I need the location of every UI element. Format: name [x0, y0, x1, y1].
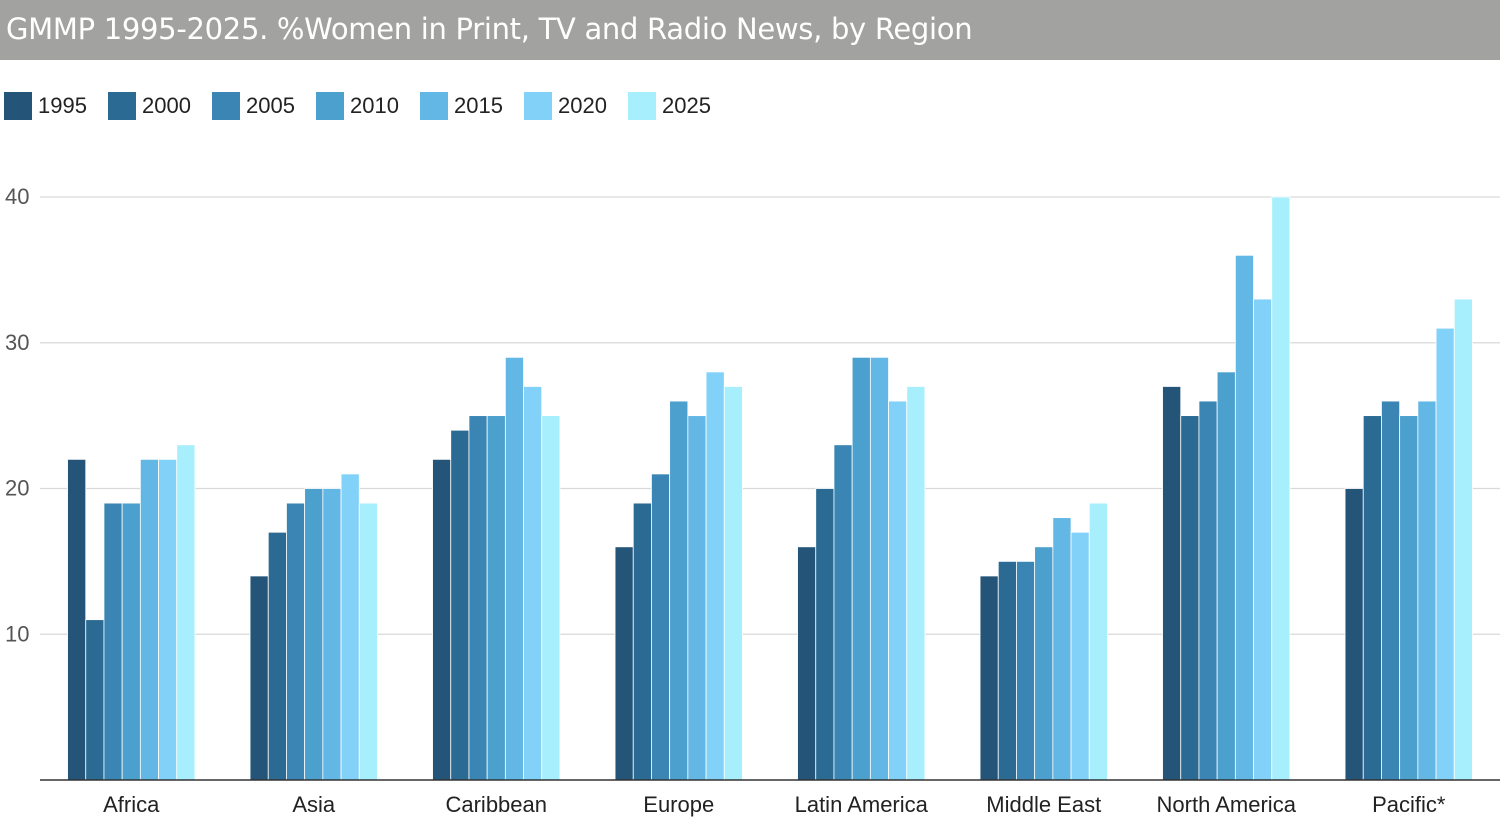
legend-swatch-1995: [4, 92, 32, 120]
x-tick-label: Caribbean: [445, 792, 547, 817]
bar-2015: [869, 356, 889, 781]
bar-2000: [1180, 415, 1200, 781]
legend-item-2025: 2025: [628, 92, 732, 120]
bar-2010: [486, 415, 506, 781]
legend-label-2015: 2015: [454, 93, 503, 118]
legend-label-2010: 2010: [350, 93, 399, 118]
bar-2020: [888, 400, 908, 781]
bar-2010: [669, 400, 689, 781]
bar-2000: [267, 531, 287, 781]
y-tick-label: 10: [5, 621, 29, 646]
bar-2025: [541, 415, 561, 781]
bar-2020: [158, 458, 178, 781]
bar-2015: [504, 356, 524, 781]
bar-2025: [1453, 298, 1473, 781]
legend-label-2000: 2000: [142, 93, 191, 118]
chart-title: GMMP 1995-2025. %Women in Print, TV and …: [6, 12, 973, 46]
x-tick-label: Middle East: [986, 792, 1101, 817]
bar-2005: [1381, 400, 1401, 781]
bar-2020: [1070, 531, 1090, 781]
x-tick-label: Pacific*: [1372, 792, 1446, 817]
bar-2020: [1253, 298, 1273, 781]
bar-1995: [249, 575, 269, 781]
bar-2025: [1088, 502, 1108, 781]
bar-2005: [1016, 560, 1036, 781]
bar-2015: [1417, 400, 1437, 781]
bar-2010: [304, 488, 324, 781]
bar-2000: [632, 502, 652, 781]
bar-1995: [1344, 488, 1364, 781]
bar-2005: [833, 444, 853, 781]
bar-2000: [1362, 415, 1382, 781]
legend-swatch-2000: [108, 92, 136, 120]
legend-label-1995: 1995: [38, 93, 87, 118]
x-tick-label: Europe: [643, 792, 714, 817]
legend-item-1995: 1995: [4, 92, 108, 120]
x-tick-label: North America: [1157, 792, 1297, 817]
bar-2000: [997, 560, 1017, 781]
bar-2015: [322, 488, 342, 781]
legend-label-2020: 2020: [558, 93, 607, 118]
legend-swatch-2010: [316, 92, 344, 120]
bar-2025: [906, 386, 926, 781]
x-tick-label: Latin America: [795, 792, 929, 817]
bar-2020: [705, 371, 725, 781]
bar-2025: [1271, 196, 1291, 781]
bar-2015: [1052, 517, 1072, 781]
legend-item-2000: 2000: [108, 92, 212, 120]
bar-2020: [523, 386, 543, 781]
bar-2010: [121, 502, 141, 781]
legend-swatch-2025: [628, 92, 656, 120]
bar-2010: [851, 356, 871, 781]
y-tick-label: 30: [5, 330, 29, 355]
bar-2025: [723, 386, 743, 781]
bar-2020: [1435, 327, 1455, 781]
bar-2015: [687, 415, 707, 781]
legend-item-2010: 2010: [316, 92, 420, 120]
bar-2000: [815, 488, 835, 781]
bar-1995: [67, 458, 87, 781]
legend-item-2005: 2005: [212, 92, 316, 120]
bar-2000: [85, 619, 105, 781]
bar-2015: [1234, 254, 1254, 781]
legend-item-2020: 2020: [524, 92, 628, 120]
bar-1995: [614, 546, 634, 781]
y-tick-label: 40: [5, 184, 29, 209]
legend: 1995 2000 2005 2010 2015 2020 2025: [4, 90, 732, 122]
bar-2005: [286, 502, 306, 781]
y-tick-label: 20: [5, 476, 29, 501]
bar-2000: [450, 429, 470, 781]
bar-2025: [176, 444, 196, 781]
bar-2005: [103, 502, 123, 781]
bar-2025: [358, 502, 378, 781]
legend-swatch-2015: [420, 92, 448, 120]
bar-1995: [979, 575, 999, 781]
bar-2005: [1198, 400, 1218, 781]
bar-2010: [1399, 415, 1419, 781]
legend-label-2025: 2025: [662, 93, 711, 118]
bar-2010: [1034, 546, 1054, 781]
title-bar: GMMP 1995-2025. %Women in Print, TV and …: [0, 0, 1500, 60]
bar-2015: [139, 458, 159, 781]
legend-label-2005: 2005: [246, 93, 295, 118]
x-tick-label: Asia: [292, 792, 336, 817]
x-tick-label: Africa: [103, 792, 160, 817]
bar-2020: [340, 473, 360, 781]
bar-1995: [797, 546, 817, 781]
bar-2005: [651, 473, 671, 781]
legend-swatch-2020: [524, 92, 552, 120]
legend-item-2015: 2015: [420, 92, 524, 120]
bar-1995: [432, 458, 452, 781]
bar-2005: [468, 415, 488, 781]
bar-1995: [1162, 386, 1182, 781]
legend-swatch-2005: [212, 92, 240, 120]
bar-2010: [1216, 371, 1236, 781]
